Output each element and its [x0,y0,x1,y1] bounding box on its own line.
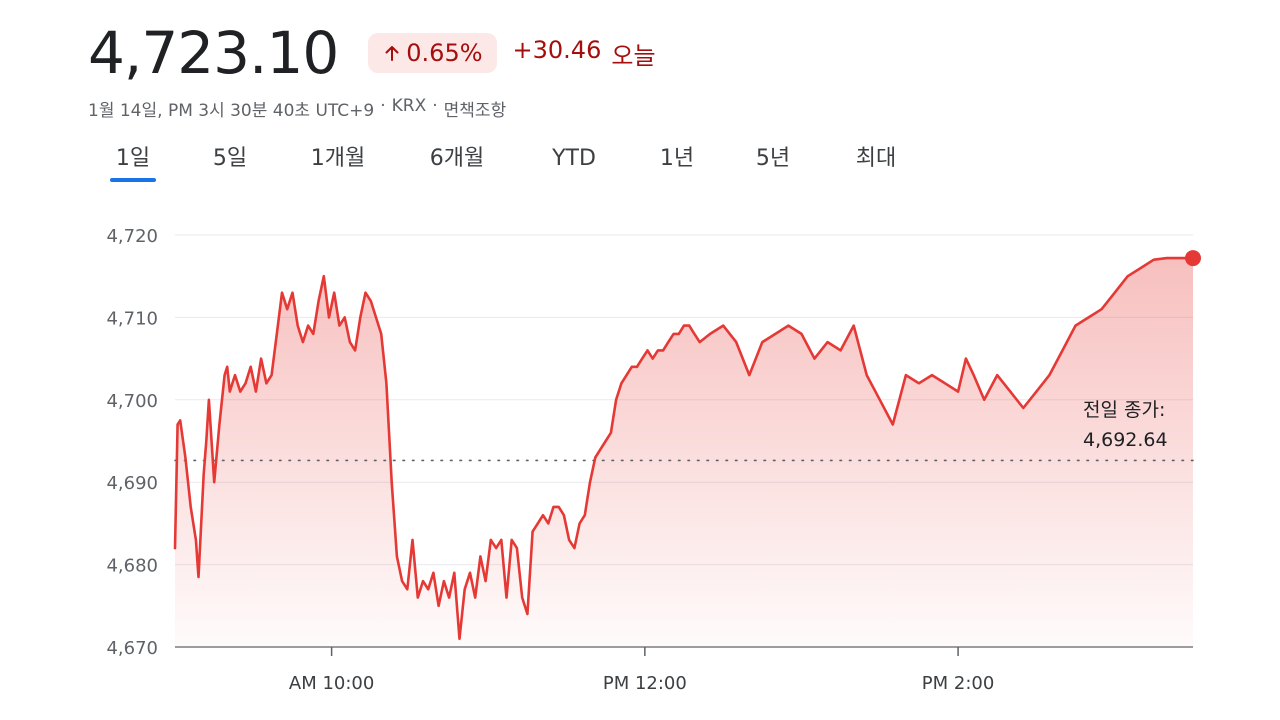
tab-label: 1일 [115,146,151,171]
change-percent: 0.65% [406,39,483,67]
meta-separator: · [380,96,386,116]
arrow-up-icon [385,46,399,61]
y-tick-label: 4,710 [106,308,158,329]
tab-6m[interactable]: 6개월 [424,140,490,182]
y-tick-label: 4,680 [106,556,158,577]
x-tick-label: PM 2:00 [922,673,995,694]
tab-5d[interactable]: 5일 [208,140,252,182]
y-tick-label: 4,670 [106,638,158,659]
previous-close-label: 전일 종가: [1083,399,1165,421]
price-header: 4,723.10 0.65% +30.46 오늘 [88,18,656,88]
tab-label: 6개월 [429,146,485,171]
tab-label: 5년 [755,146,791,171]
tab-label: 5일 [212,146,248,171]
tab-label: 최대 [855,146,897,171]
price-line [173,256,1195,641]
tab-ytd[interactable]: YTD [546,140,602,182]
area-fill [175,258,1193,647]
tab-5y[interactable]: 5년 [752,140,794,182]
active-tab-indicator [110,178,156,182]
tab-label: 1개월 [310,146,366,171]
price-chart[interactable]: 4,720 4,710 4,700 4,690 4,680 4,670 AM 10:00 PM… [0,200,1280,720]
y-tick-label: 4,700 [106,391,158,412]
tab-1m[interactable]: 1개월 [306,140,370,182]
disclaimer-link[interactable]: 면책조항 [443,101,507,121]
exchange-name: KRX [391,96,427,116]
quote-meta: 1월 14일, PM 3시 30분 40초 UTC+9 · KRX · 면책조항 [88,96,506,121]
tab-label: 1년 [659,146,695,171]
current-price: 4,723.10 [88,19,339,87]
change-percent-badge: 0.65% [368,33,497,73]
tab-max[interactable]: 최대 [848,140,904,182]
quote-datetime: 1월 14일, PM 3시 30분 40초 UTC+9 [88,101,375,121]
change-period: 오늘 [611,41,656,70]
y-tick-label: 4,720 [106,226,158,247]
meta-separator: · [432,96,438,116]
y-tick-label: 4,690 [106,473,158,494]
x-tick-label: AM 10:00 [289,673,374,694]
last-price-point [1185,250,1201,267]
tab-1y[interactable]: 1년 [656,140,698,182]
previous-close-value: 4,692.64 [1083,429,1168,451]
x-tick-label: PM 12:00 [603,673,687,694]
change-absolute-value: +30.46 [512,35,602,64]
tab-label: YTD [552,146,596,171]
change-absolute: +30.46 오늘 [513,36,656,71]
tab-1d[interactable]: 1일 [110,140,156,182]
